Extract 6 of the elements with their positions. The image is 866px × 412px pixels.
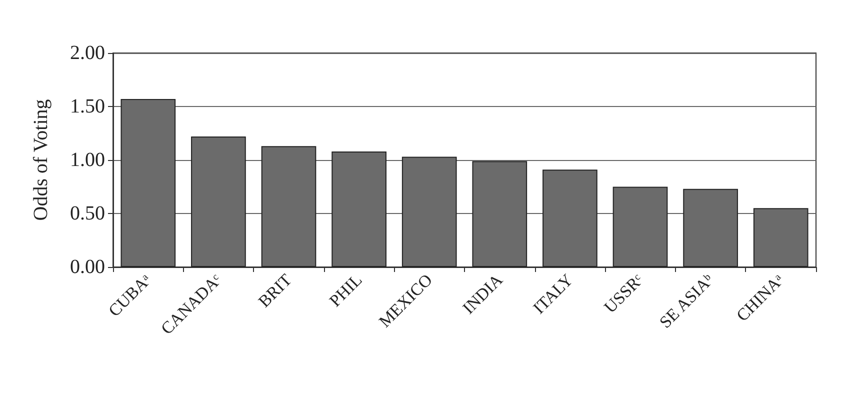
y-tick-label: 1.50	[70, 96, 105, 118]
y-axis-title: Odds of Voting	[30, 99, 52, 221]
y-tick-label: 1.00	[70, 149, 105, 171]
y-tick-label: 2.00	[70, 42, 105, 64]
y-tick-label: 0.00	[70, 256, 105, 278]
y-tick-label: 0.50	[70, 202, 105, 224]
